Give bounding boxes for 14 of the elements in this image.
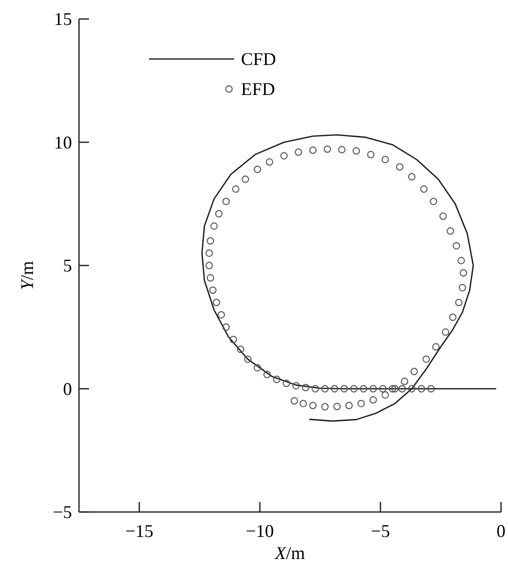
y-axis-title: Y/m xyxy=(17,260,37,290)
y-tick-label: 10 xyxy=(54,132,72,152)
line-series xyxy=(201,134,497,422)
legend-label: CFD xyxy=(241,49,276,69)
x-tick-label: −15 xyxy=(125,521,154,541)
legend-label: EFD xyxy=(241,79,276,99)
x-tick-label: −5 xyxy=(370,521,390,541)
y-tick-label: 0 xyxy=(63,378,72,399)
x-tick-label: −10 xyxy=(246,521,274,541)
x-tick-label: 0 xyxy=(496,521,506,541)
y-tick-label: −5 xyxy=(52,502,72,522)
x-axis-title: X/m xyxy=(274,543,306,563)
y-tick-label: 5 xyxy=(63,256,72,276)
y-tick-label: 15 xyxy=(54,9,72,29)
